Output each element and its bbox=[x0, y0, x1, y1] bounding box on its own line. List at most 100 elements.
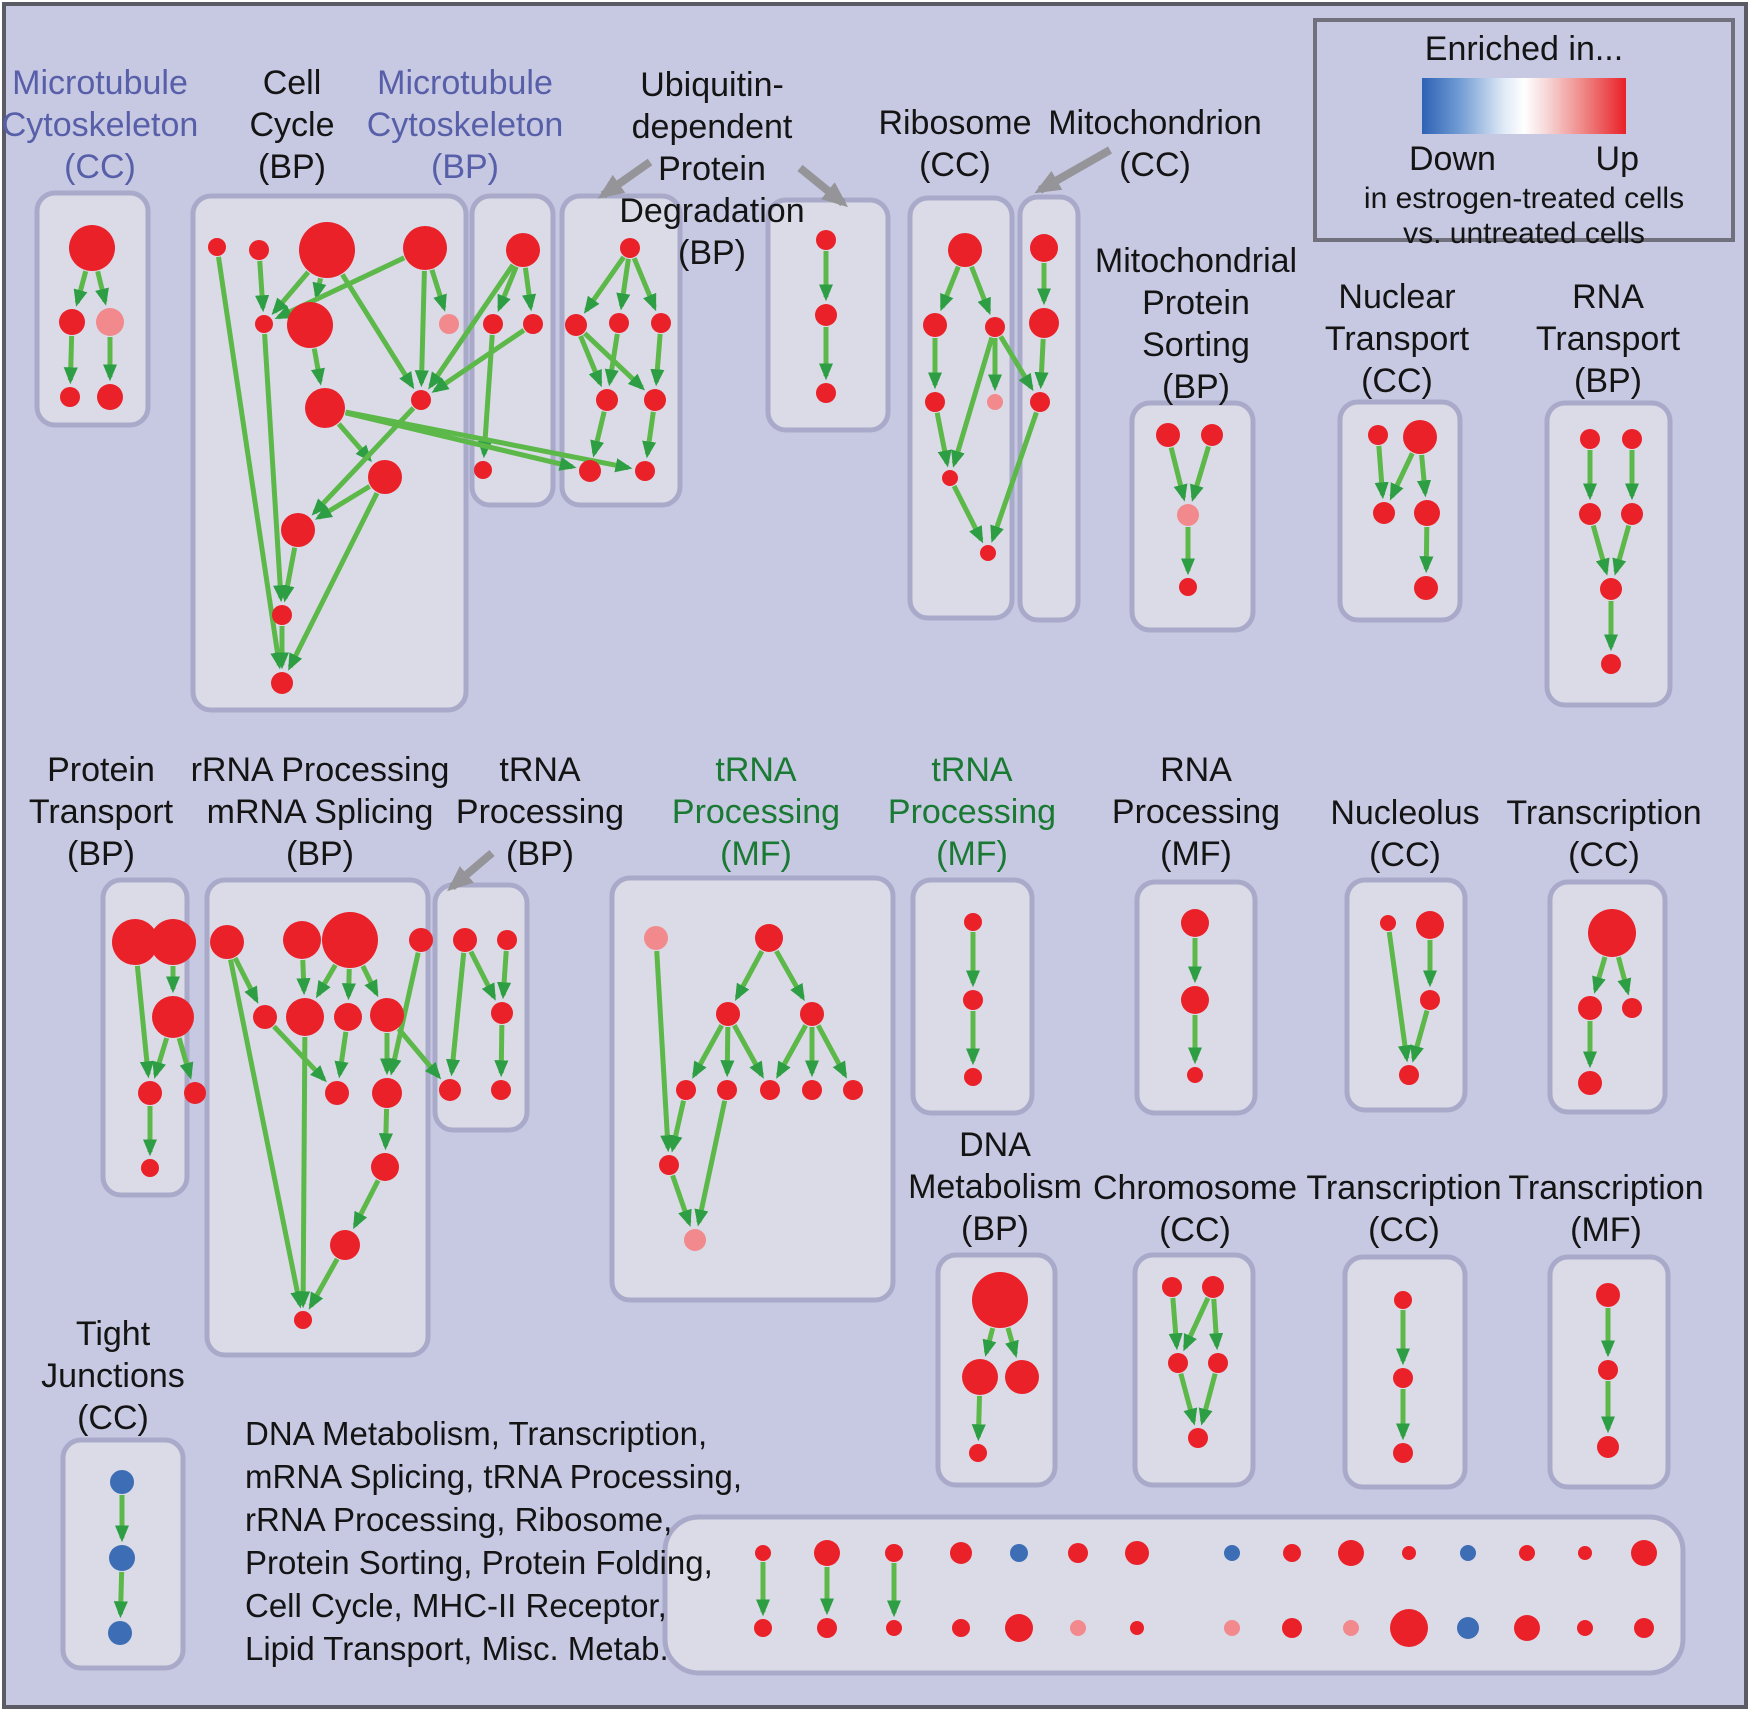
cluster-label-transcription-cc-mid: (CC) bbox=[1568, 836, 1640, 874]
go-term-node-red bbox=[372, 1078, 402, 1108]
go-term-node-red bbox=[299, 222, 355, 278]
go-term-node-red bbox=[980, 545, 996, 561]
go-term-node-red bbox=[97, 384, 123, 410]
edge-arrow bbox=[982, 1327, 997, 1357]
go-term-node-red bbox=[271, 672, 293, 694]
go-term-node-red bbox=[1399, 1065, 1419, 1085]
go-term-node-pink bbox=[1224, 1620, 1240, 1636]
cluster-label-ribosome-cc: (CC) bbox=[919, 146, 991, 184]
edge-arrow bbox=[692, 1024, 724, 1079]
cluster-label-nuclear-transport-cc: Transport bbox=[1325, 320, 1470, 358]
cluster-label-trna-processing-mf-large: tRNA bbox=[715, 751, 797, 789]
cluster-label-nuclear-transport-cc: Nuclear bbox=[1338, 278, 1455, 316]
go-term-node-red bbox=[1600, 578, 1622, 600]
go-term-node-red bbox=[112, 919, 158, 965]
edge-arrow bbox=[446, 952, 467, 1077]
go-term-node-red bbox=[138, 1081, 162, 1105]
go-term-node-red bbox=[1578, 996, 1602, 1020]
cluster-label-rrna-processing-mrna-splicing-bp: mRNA Splicing bbox=[207, 793, 434, 831]
go-term-node-red bbox=[942, 470, 958, 486]
go-term-node-red bbox=[409, 928, 433, 952]
go-term-node-red bbox=[1338, 1540, 1364, 1566]
cluster-label-mitochondrion-cc: (CC) bbox=[1119, 146, 1191, 184]
go-term-node-red bbox=[1596, 1283, 1620, 1307]
go-term-node-red bbox=[483, 314, 503, 334]
edge-arrow bbox=[396, 1027, 442, 1080]
go-term-node-red bbox=[962, 1359, 998, 1395]
go-term-node-red bbox=[620, 238, 640, 258]
go-term-node-red bbox=[1188, 1428, 1208, 1448]
edge-arrow bbox=[134, 965, 154, 1079]
edge-arrow bbox=[176, 1037, 194, 1080]
go-term-node-red bbox=[1283, 1544, 1301, 1562]
go-term-node-red bbox=[283, 921, 321, 959]
edge-arrow bbox=[429, 269, 447, 312]
go-term-node-red bbox=[972, 1272, 1028, 1328]
cluster-label-dna-metabolism-bp: (BP) bbox=[961, 1210, 1029, 1248]
edge-arrow bbox=[341, 968, 356, 1001]
cluster-label-chromosome-cc: Chromosome bbox=[1093, 1169, 1297, 1207]
go-term-node-red bbox=[1373, 502, 1395, 524]
go-term-node-pink bbox=[987, 394, 1003, 410]
edge-arrow bbox=[934, 412, 952, 468]
cluster-label-cell-cycle-bp: Cycle bbox=[249, 106, 334, 144]
go-term-node-red bbox=[1030, 392, 1050, 412]
edge-arrow bbox=[345, 409, 633, 473]
go-term-node-red bbox=[69, 225, 115, 271]
go-term-node-red bbox=[950, 1542, 972, 1564]
edge-arrow bbox=[650, 333, 665, 387]
cluster-label-protein-transport-bp: Transport bbox=[29, 793, 174, 831]
go-term-node-red bbox=[371, 1153, 399, 1181]
go-term-node-blue bbox=[108, 1621, 132, 1645]
go-term-node-red bbox=[565, 314, 587, 336]
edge-arrow bbox=[1178, 1372, 1198, 1426]
cluster-label-ubiquitin-degradation-bp: Protein bbox=[658, 150, 766, 188]
go-term-node-red bbox=[506, 233, 540, 267]
edge-arrow bbox=[590, 411, 607, 458]
edge-arrow bbox=[216, 256, 285, 670]
go-term-node-red bbox=[1578, 1071, 1602, 1095]
edge-arrow bbox=[272, 1024, 327, 1083]
misc-terms-line: Cell Cycle, MHC-II Receptor, bbox=[245, 1587, 667, 1624]
edge-arrow bbox=[815, 1024, 848, 1079]
edge-arrow bbox=[352, 1179, 381, 1230]
edge-arrow bbox=[1182, 1296, 1211, 1352]
go-term-node-red bbox=[491, 1002, 513, 1024]
go-term-node-red bbox=[1416, 911, 1444, 939]
go-term-node-red bbox=[1390, 1609, 1428, 1647]
misc-terms-line: mRNA Splicing, tRNA Processing, bbox=[245, 1458, 743, 1495]
go-term-node-pink bbox=[1343, 1620, 1359, 1636]
cluster-label-ubiquitin-degradation-bp: Degradation bbox=[619, 192, 804, 230]
go-term-node-red bbox=[843, 1080, 863, 1100]
cluster-label-rna-processing-mf: Processing bbox=[1112, 793, 1280, 831]
cluster-label-tight-junctions-cc: (CC) bbox=[77, 1399, 149, 1437]
go-term-node-red bbox=[491, 1080, 511, 1100]
go-term-node-red bbox=[651, 313, 671, 333]
cluster-label-transcription-cc-bottom: (CC) bbox=[1368, 1211, 1440, 1249]
cluster-label-mitochondrial-protein-sorting-bp: Mitochondrial bbox=[1095, 242, 1297, 280]
go-term-node-red bbox=[717, 1080, 737, 1100]
edge-arrow bbox=[631, 257, 657, 312]
go-term-node-red bbox=[676, 1080, 696, 1100]
cluster-label-trna-processing-bp: Processing bbox=[456, 793, 624, 831]
edge-arrow bbox=[939, 265, 961, 312]
cluster-label-rna-processing-mf: RNA bbox=[1160, 751, 1232, 789]
edge-arrow bbox=[1208, 1298, 1224, 1351]
edge-arrow bbox=[1419, 526, 1434, 574]
go-term-node-red bbox=[1393, 1368, 1413, 1388]
go-term-node-red bbox=[208, 238, 226, 256]
legend-subtitle-line1: in estrogen-treated cells bbox=[1363, 182, 1685, 215]
go-term-node-red bbox=[1622, 998, 1642, 1018]
go-term-node-red bbox=[255, 315, 273, 333]
go-term-node-red bbox=[1208, 1353, 1228, 1373]
cluster-label-mitochondrial-protein-sorting-bp: Protein bbox=[1142, 284, 1250, 322]
go-term-node-red bbox=[1156, 423, 1180, 447]
go-term-node-red bbox=[923, 313, 947, 337]
go-term-node-red bbox=[439, 1079, 461, 1101]
edge-arrow bbox=[670, 1174, 692, 1228]
go-term-node-red bbox=[1601, 654, 1621, 674]
go-term-node-red bbox=[59, 309, 85, 335]
edge-arrow bbox=[1168, 1297, 1183, 1351]
go-term-node-red bbox=[1403, 420, 1437, 454]
